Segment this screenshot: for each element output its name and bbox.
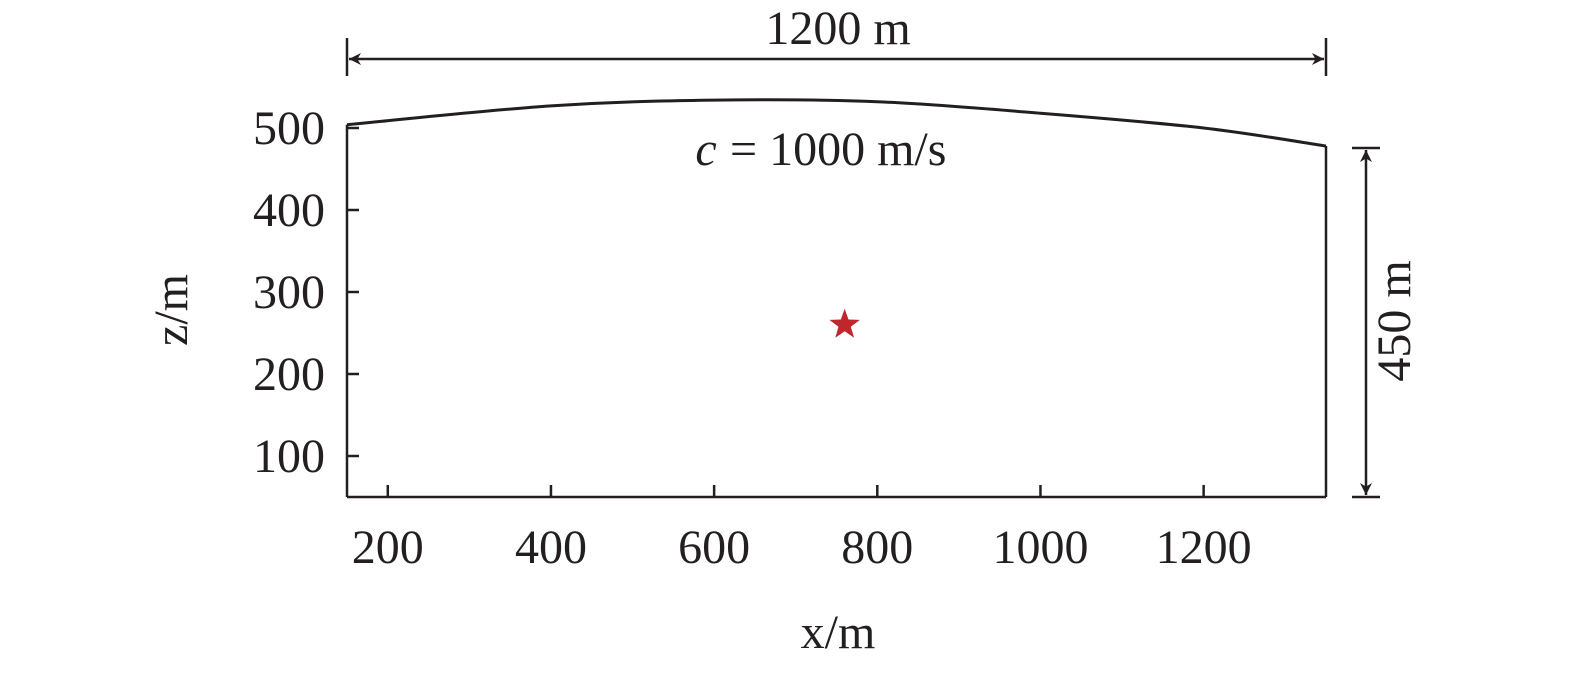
source-star: [829, 308, 860, 338]
top-dimension: 1200 m: [765, 2, 910, 55]
x-tick-label: 200: [352, 521, 424, 574]
y-tick-label: 500: [253, 102, 325, 155]
y-axis-label: z/m: [145, 274, 198, 346]
x-axis-label: x/m: [801, 606, 876, 659]
x-tick-label: 400: [515, 521, 587, 574]
surface-line: [346, 98, 1327, 148]
x-tick-label: 600: [678, 521, 750, 574]
right-dimension: 450 m: [1368, 260, 1421, 381]
x-tick-label: 1200: [1156, 521, 1252, 574]
y-tick-label: 400: [253, 184, 325, 237]
x-tick-label: 800: [841, 521, 913, 574]
y-tick-label: 100: [253, 430, 325, 483]
y-tick-label: 300: [253, 266, 325, 319]
annotation: = 1000 m/s: [730, 123, 946, 176]
y-tick-label: 200: [253, 348, 325, 401]
annotation-symbol: c: [695, 123, 716, 176]
x-tick-label: 1000: [992, 521, 1088, 574]
